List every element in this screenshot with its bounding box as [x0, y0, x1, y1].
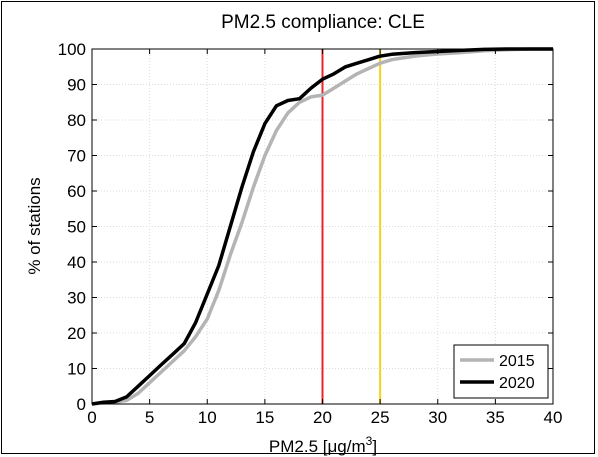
y-axis-ticks: 0 10 20 30 40 50 60 70 80 90 100 — [58, 40, 553, 414]
y-tick-label: 80 — [67, 111, 86, 130]
legend-label-2015: 2015 — [499, 353, 535, 370]
x-tick-label: 25 — [371, 408, 390, 427]
series-line-2020 — [91, 47, 553, 406]
x-axis-label-superscript: 3 — [366, 434, 373, 448]
y-tick-label: 0 — [77, 395, 86, 414]
series-lines — [91, 47, 553, 406]
legend-label-2020: 2020 — [499, 375, 535, 392]
y-tick-label: 30 — [67, 289, 86, 308]
x-tick-label: 35 — [486, 408, 505, 427]
y-tick-label: 60 — [67, 182, 86, 201]
y-axis-label: % of stations — [25, 177, 44, 274]
y-tick-label: 20 — [67, 324, 86, 343]
x-tick-label: 10 — [198, 408, 217, 427]
y-tick-label: 50 — [67, 218, 86, 237]
y-tick-label: 90 — [67, 76, 86, 95]
x-tick-label: 5 — [145, 408, 154, 427]
x-tick-label: 30 — [428, 408, 447, 427]
series-line-2015 — [91, 47, 553, 406]
y-tick-label: 100 — [58, 40, 86, 59]
y-tick-label: 70 — [67, 147, 86, 166]
y-tick-label: 10 — [67, 360, 86, 379]
x-axis-label-end: ] — [372, 437, 377, 456]
x-axis-label-main: PM2.5 [μg/m — [269, 437, 366, 456]
x-tick-label: 0 — [87, 408, 96, 427]
x-axis-ticks: 0 5 10 15 20 25 30 35 40 — [87, 49, 562, 427]
legend: 2015 2020 — [453, 344, 549, 399]
threshold-lines — [321, 49, 382, 404]
x-tick-label: 20 — [313, 408, 332, 427]
x-tick-label: 15 — [255, 408, 274, 427]
chart-title: PM2.5 compliance: CLE — [221, 12, 425, 33]
x-axis-label: PM2.5 [μg/m3] — [269, 434, 377, 456]
x-tick-label: 40 — [544, 408, 563, 427]
legend-box — [453, 344, 549, 399]
y-tick-label: 40 — [67, 253, 86, 272]
